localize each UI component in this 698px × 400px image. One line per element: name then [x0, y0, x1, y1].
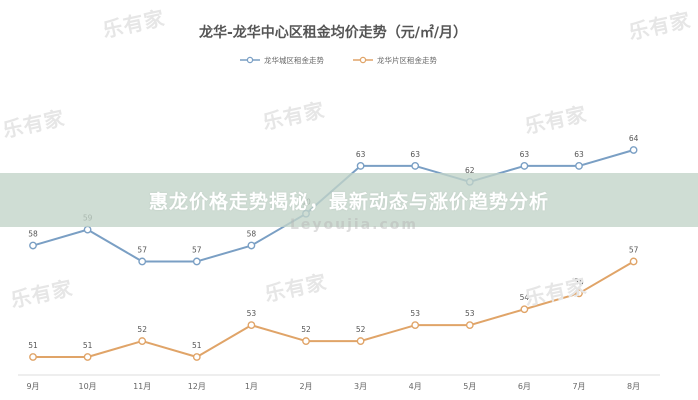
data-label: 55 — [574, 277, 584, 286]
x-tick-label: 2月 — [299, 382, 312, 391]
data-point — [575, 289, 583, 298]
legend-label: 龙华片区租金走势 — [377, 55, 437, 65]
headline-text: 惠龙价格走势揭秘，最新动态与涨价趋势分析 — [148, 190, 549, 213]
legend-swatch-marker — [359, 56, 367, 64]
data-label: 63 — [356, 150, 366, 159]
data-label: 57 — [137, 245, 147, 254]
x-tick-label: 4月 — [409, 382, 422, 391]
data-label: 63 — [520, 150, 530, 159]
data-point — [192, 353, 201, 361]
x-tick-label: 9月 — [26, 382, 39, 391]
data-label: 51 — [83, 341, 93, 350]
data-label: 58 — [247, 230, 257, 239]
data-label: 53 — [465, 309, 475, 318]
data-point — [138, 257, 147, 266]
data-label: 58 — [28, 230, 38, 239]
data-label: 51 — [28, 341, 38, 350]
x-tick-label: 8月 — [627, 382, 640, 391]
data-label: 57 — [629, 245, 639, 254]
series-group: 51 51 52 51 53 52 52 53 53 54 55 57 — [28, 245, 639, 361]
data-label: 63 — [410, 150, 420, 159]
data-point — [192, 257, 201, 266]
x-tick-label: 12月 — [188, 382, 206, 391]
x-tick-label: 7月 — [572, 382, 585, 391]
x-tick-label: 6月 — [518, 382, 531, 391]
site-watermark: Leyoujia.com — [290, 217, 418, 233]
headline-banner: 惠龙价格走势揭秘，最新动态与涨价趋势分析 — [0, 173, 698, 227]
data-label: 57 — [192, 245, 202, 254]
x-axis-ticks: 9月 10月 11月 12月 1月 2月 3月 4月 5月 6月 7月 8月 — [26, 382, 640, 391]
data-label: 51 — [192, 341, 202, 350]
chart-legend: 龙华城区租金走势 龙华片区租金走势 — [240, 55, 437, 65]
data-point — [29, 353, 37, 361]
data-point — [83, 225, 92, 234]
data-point — [356, 162, 365, 170]
legend-swatch-marker — [246, 56, 254, 64]
legend-label: 龙华城区租金走势 — [264, 55, 324, 65]
data-label: 52 — [137, 325, 147, 334]
data-label: 63 — [574, 150, 584, 159]
data-point — [247, 321, 256, 330]
data-point — [83, 353, 92, 361]
series-line — [33, 260, 635, 358]
x-tick-label: 3月 — [354, 382, 367, 391]
data-point — [411, 162, 420, 170]
data-label: 54 — [520, 293, 530, 302]
data-label: 53 — [247, 309, 257, 318]
data-point — [247, 241, 256, 250]
data-point — [356, 337, 365, 345]
data-point — [29, 241, 37, 250]
data-point — [575, 162, 583, 170]
data-point — [629, 146, 638, 154]
x-tick-label: 5月 — [463, 382, 476, 391]
data-point — [520, 305, 529, 314]
data-label: 52 — [356, 325, 366, 334]
x-tick-label: 1月 — [245, 382, 258, 391]
data-label: 53 — [410, 309, 420, 318]
data-point — [411, 321, 420, 330]
series-layer: 5859575758606363626363645151525153525253… — [28, 134, 639, 361]
data-point — [520, 162, 529, 170]
data-label: 52 — [301, 325, 311, 334]
data-label: 62 — [465, 166, 475, 175]
data-label: 64 — [629, 134, 639, 143]
data-point — [138, 337, 147, 345]
data-point — [629, 257, 638, 266]
data-point — [465, 321, 474, 330]
x-tick-label: 11月 — [133, 382, 151, 391]
x-tick-label: 10月 — [79, 382, 97, 391]
chart-title: 龙华-龙华中心区租金均价走势（元/㎡/月） — [198, 24, 467, 41]
data-point — [302, 337, 310, 345]
